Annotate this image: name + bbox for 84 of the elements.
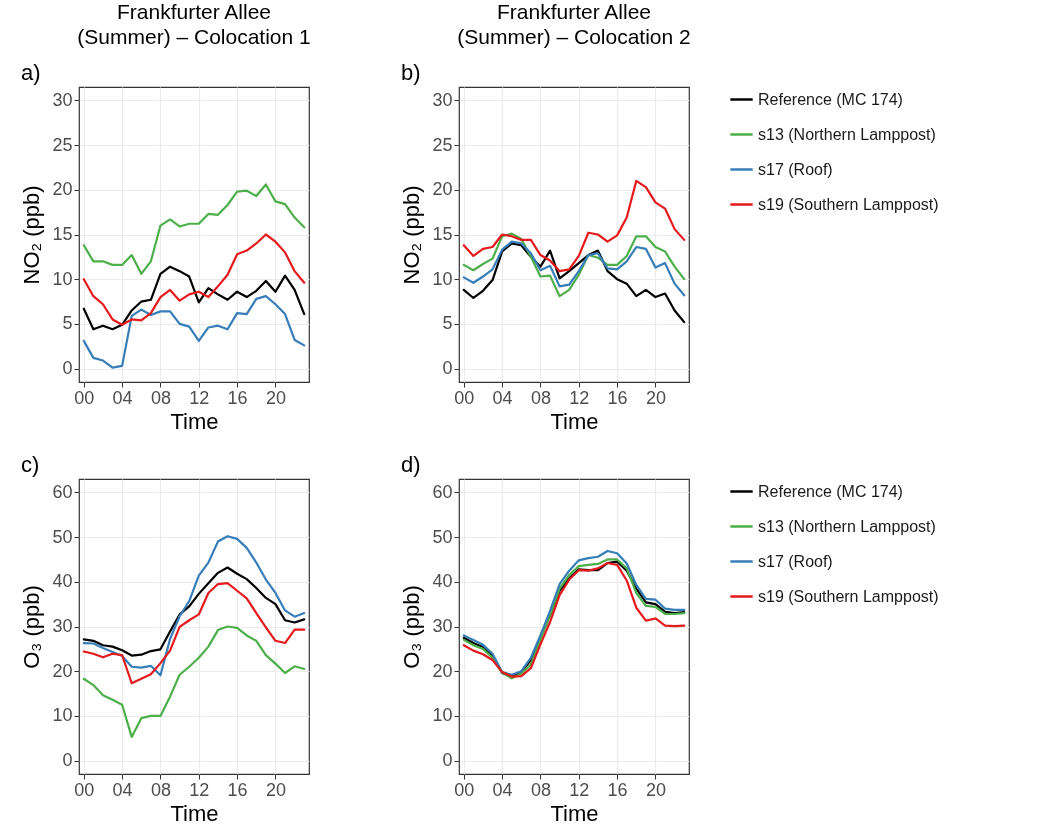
legend-label: s17 (Roof) xyxy=(758,160,833,178)
y-tick-label: 0 xyxy=(442,358,453,379)
y-tick-label: 20 xyxy=(52,179,73,200)
x-tick-label: 16 xyxy=(607,387,628,408)
chart-title: Frankfurter Allee (Summer) – Colocation 1 xyxy=(77,0,311,48)
line-series xyxy=(82,566,306,657)
y-tick-label: 10 xyxy=(52,705,73,726)
x-tick-label: 12 xyxy=(569,387,590,408)
line-series xyxy=(82,233,306,326)
x-tick-label: 08 xyxy=(150,779,171,800)
y-tick-label: 30 xyxy=(52,89,73,110)
y-tick-label: 30 xyxy=(432,616,453,636)
y-tick-label: 10 xyxy=(52,268,73,289)
legend-label: s13 (Northern Lamppost) xyxy=(758,125,936,143)
x-tick-label: 08 xyxy=(150,387,171,408)
x-tick-label: 12 xyxy=(569,779,590,800)
x-tick-label: 12 xyxy=(189,779,210,800)
y-axis-title: O₃ (ppb) xyxy=(19,585,45,669)
x-tick-label: 00 xyxy=(454,779,475,800)
y-tick-label: 5 xyxy=(62,313,73,334)
text: b) xyxy=(401,60,421,85)
y-tick-label: 20 xyxy=(432,179,453,200)
y-tick-label: 40 xyxy=(432,571,453,592)
legend-label: s17 (Roof) xyxy=(758,552,833,570)
y-tick-label: 25 xyxy=(432,134,453,155)
x-tick-label: 20 xyxy=(645,387,666,408)
y-tick-label: 40 xyxy=(52,571,73,592)
y-tick-label: 10 xyxy=(432,705,453,726)
line-series xyxy=(82,535,306,677)
y-tick-label: 25 xyxy=(52,134,73,155)
x-tick-label: 00 xyxy=(74,387,95,408)
x-tick-label: 04 xyxy=(112,779,133,800)
x-axis-title: Time xyxy=(170,800,219,826)
x-tick-label: 08 xyxy=(530,779,551,800)
x-tick-label: 20 xyxy=(265,779,286,800)
y-axis-title: O₃ (ppb) xyxy=(399,585,425,669)
chart-title: Frankfurter Allee (Summer) – Colocation 2 xyxy=(457,0,691,48)
x-tick-label: 16 xyxy=(227,387,248,408)
x-tick-label: 00 xyxy=(74,779,95,800)
y-tick-label: 0 xyxy=(62,750,73,771)
line-series xyxy=(82,183,306,275)
line-series xyxy=(82,582,306,685)
text: d) xyxy=(401,452,421,477)
y-tick-label: 15 xyxy=(52,224,73,244)
x-tick-label: 20 xyxy=(645,779,666,800)
x-tick-label: 16 xyxy=(227,779,248,800)
x-axis-title: Time xyxy=(170,408,219,434)
line-series xyxy=(462,179,686,273)
y-axis-title: NO₂ (ppb) xyxy=(399,185,425,285)
y-tick-label: 60 xyxy=(432,481,453,502)
y-tick-label: 5 xyxy=(442,313,453,334)
x-tick-label: 12 xyxy=(189,387,210,408)
legend-label: s13 (Northern Lamppost) xyxy=(758,517,936,535)
x-tick-label: 04 xyxy=(492,387,513,408)
y-tick-label: 50 xyxy=(432,526,453,547)
y-tick-label: 0 xyxy=(442,750,453,771)
x-axis-title: Time xyxy=(550,800,599,826)
y-tick-label: 20 xyxy=(52,660,73,681)
legend-label: Reference (MC 174) xyxy=(758,482,903,500)
x-tick-label: 00 xyxy=(454,387,475,408)
y-tick-label: 20 xyxy=(432,660,453,681)
y-tick-label: 30 xyxy=(432,89,453,110)
y-axis-title: NO₂ (ppb) xyxy=(19,185,45,285)
x-tick-label: 04 xyxy=(492,779,513,800)
x-tick-label: 20 xyxy=(265,387,286,408)
y-tick-label: 50 xyxy=(52,526,73,547)
legend-label: s19 (Southern Lamppost) xyxy=(758,195,939,213)
line-series xyxy=(82,265,306,331)
line-series xyxy=(82,625,306,738)
legend-label: s19 (Southern Lamppost) xyxy=(758,587,939,605)
x-tick-label: 08 xyxy=(530,387,551,408)
y-tick-label: 0 xyxy=(62,358,73,379)
y-tick-label: 10 xyxy=(432,268,453,289)
text: a) xyxy=(21,60,41,85)
x-tick-label: 16 xyxy=(607,779,628,800)
text: c) xyxy=(21,452,40,477)
y-tick-label: 30 xyxy=(52,616,73,636)
x-axis-title: Time xyxy=(550,408,599,434)
line-series xyxy=(462,242,686,324)
legend-label: Reference (MC 174) xyxy=(758,90,903,108)
line-series xyxy=(82,295,306,369)
y-tick-label: 15 xyxy=(432,224,453,244)
y-tick-label: 60 xyxy=(52,481,73,502)
x-tick-label: 04 xyxy=(112,387,133,408)
